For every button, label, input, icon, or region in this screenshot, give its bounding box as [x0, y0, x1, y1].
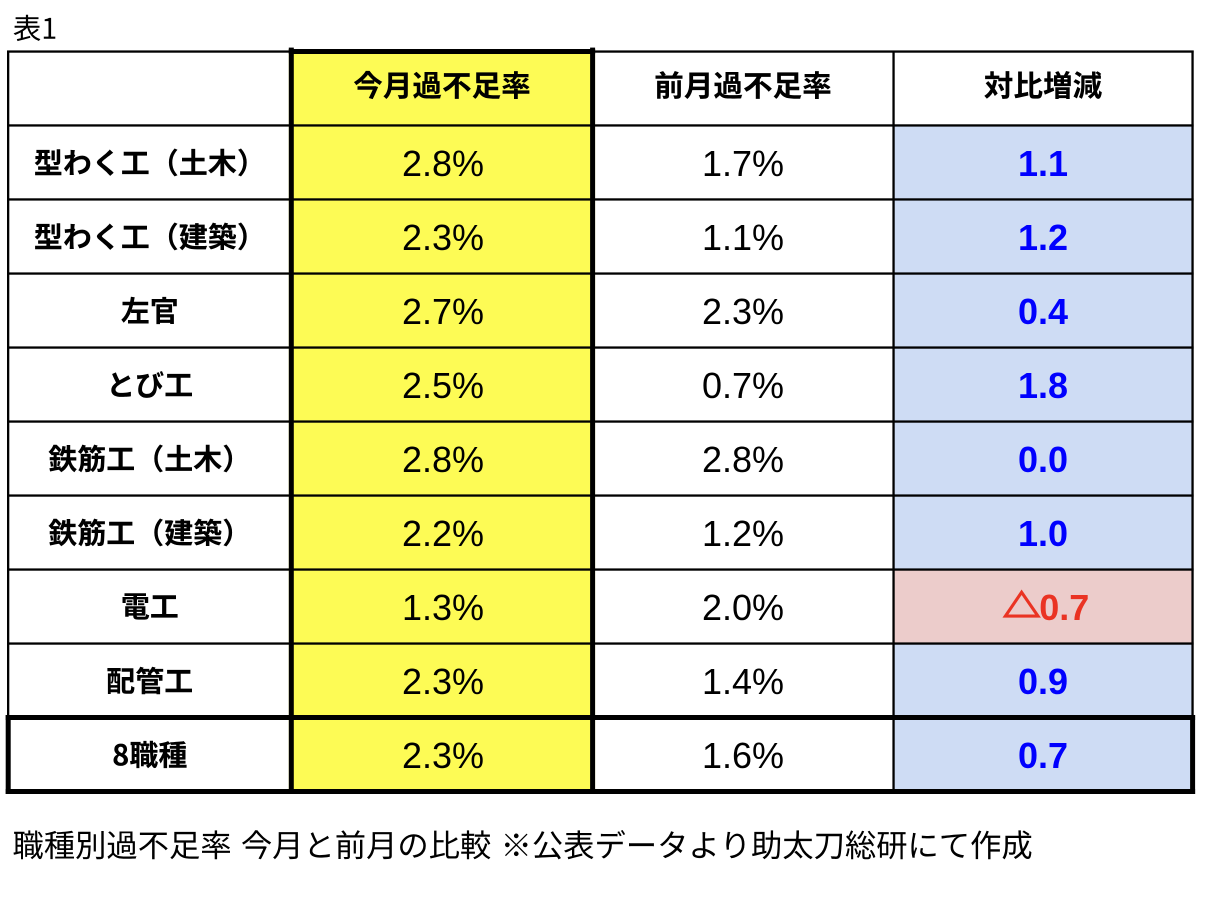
svg-text:2.3%: 2.3% — [402, 217, 484, 258]
svg-text:1.4%: 1.4% — [702, 661, 784, 702]
svg-text:1.2: 1.2 — [1018, 217, 1068, 258]
svg-text:1.2%: 1.2% — [702, 513, 784, 554]
svg-text:1.8: 1.8 — [1018, 365, 1068, 406]
svg-text:2.5%: 2.5% — [402, 365, 484, 406]
svg-text:2.3%: 2.3% — [702, 291, 784, 332]
svg-text:1.7%: 1.7% — [702, 143, 784, 184]
svg-text:2.3%: 2.3% — [402, 661, 484, 702]
svg-text:2.2%: 2.2% — [402, 513, 484, 554]
svg-text:0.0: 0.0 — [1018, 439, 1068, 480]
svg-text:2.8%: 2.8% — [402, 439, 484, 480]
svg-text:1.3%: 1.3% — [402, 587, 484, 628]
svg-text:0.7%: 0.7% — [702, 365, 784, 406]
svg-text:0.4: 0.4 — [1018, 291, 1068, 332]
svg-text:2.7%: 2.7% — [402, 291, 484, 332]
svg-text:2.3%: 2.3% — [402, 735, 484, 776]
svg-text:0.7: 0.7 — [1039, 587, 1089, 628]
svg-text:1.1%: 1.1% — [702, 217, 784, 258]
svg-text:2.8%: 2.8% — [702, 439, 784, 480]
svg-text:2.8%: 2.8% — [402, 143, 484, 184]
svg-text:0.9: 0.9 — [1018, 661, 1068, 702]
svg-text:1.6%: 1.6% — [702, 735, 784, 776]
svg-text:1.1: 1.1 — [1018, 143, 1068, 184]
svg-text:0.7: 0.7 — [1018, 735, 1068, 776]
svg-text:1.0: 1.0 — [1018, 513, 1068, 554]
svg-text:2.0%: 2.0% — [702, 587, 784, 628]
